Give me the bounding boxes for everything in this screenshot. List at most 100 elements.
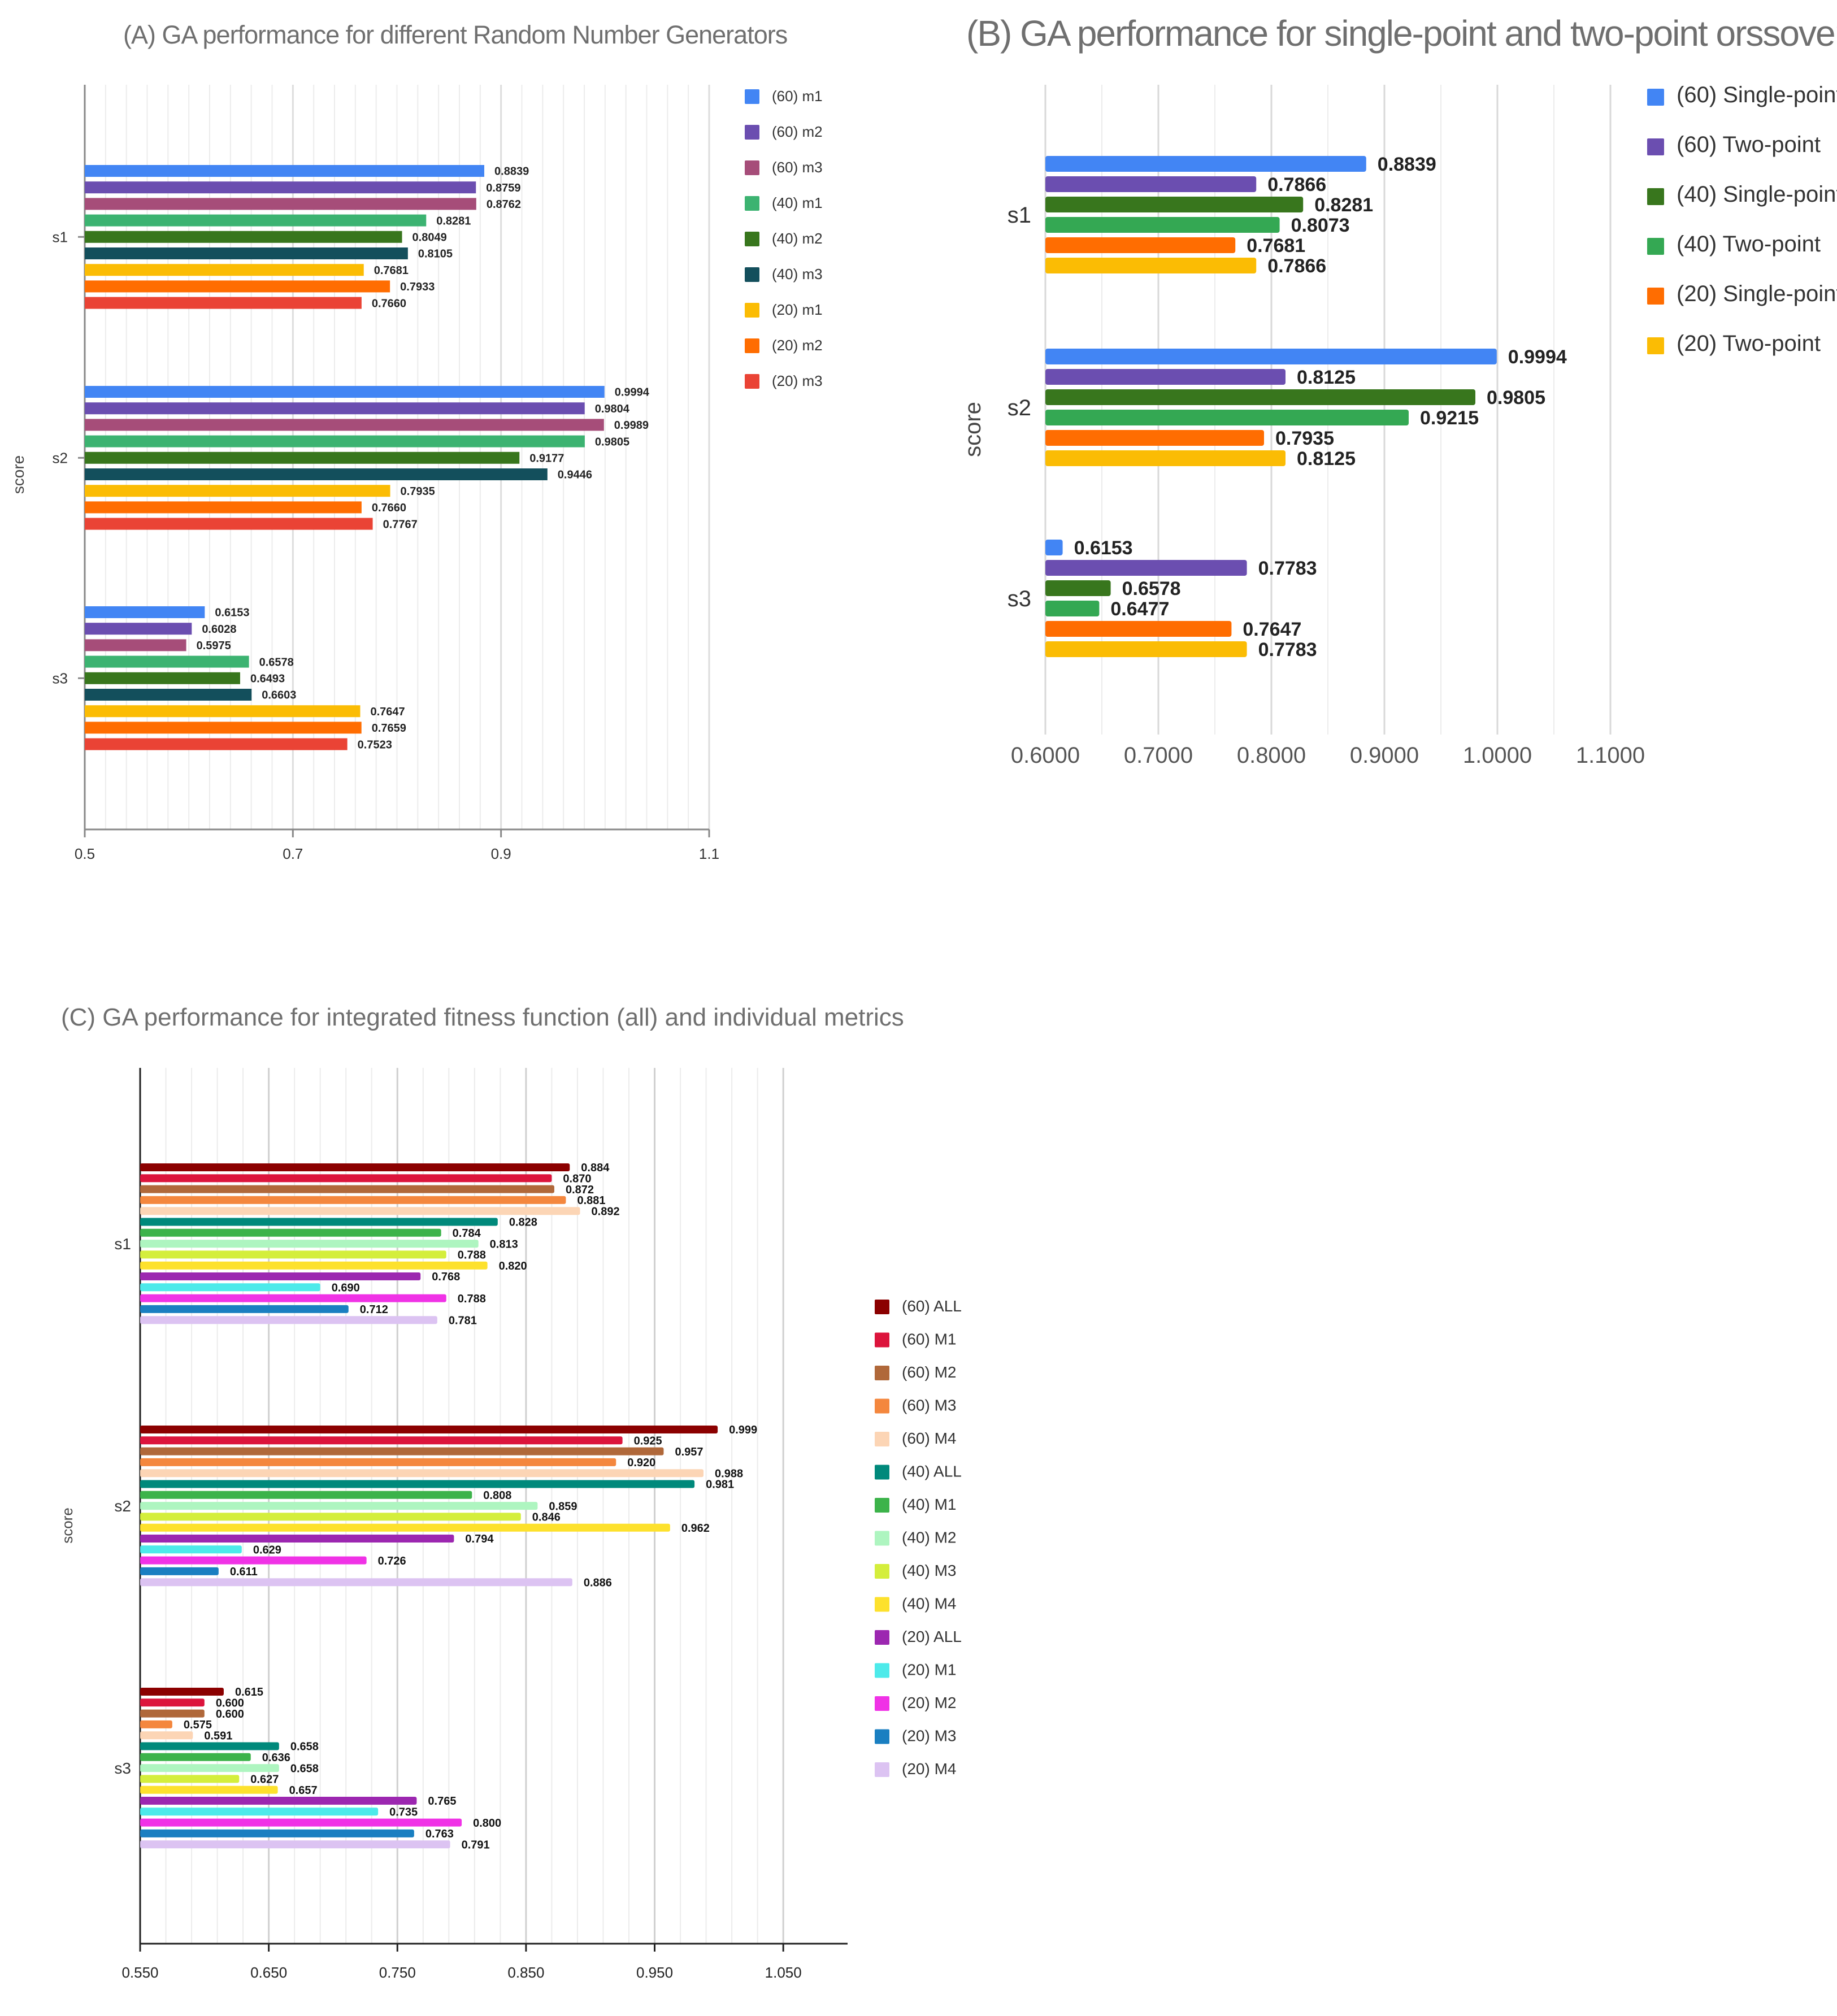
legend-swatch [875,1498,889,1513]
bar [1045,156,1366,172]
x-tick-label: 0.650 [250,1964,287,1981]
bar-value-label: 0.8762 [487,198,521,211]
bar [140,1556,367,1565]
bar [140,1294,446,1302]
bar-value-label: 0.629 [253,1544,281,1557]
bar [140,1502,538,1510]
bar-value-label: 0.9446 [558,469,592,481]
bar [85,280,390,293]
x-tick-label: 0.950 [636,1964,673,1981]
bar-value-label: 0.600 [216,1697,244,1710]
legend-swatch [875,1465,889,1480]
bar-value-label: 0.9805 [1487,387,1545,409]
x-tick-label: 0.850 [507,1964,544,1981]
bar-value-label: 0.7935 [401,485,435,498]
bar [140,1272,421,1280]
legend-swatch [875,1696,889,1711]
bar-value-label: 0.6153 [1074,537,1133,559]
bar [140,1458,616,1466]
legend-label: (40) M3 [902,1562,956,1579]
legend-swatch [875,1432,889,1446]
bar [1045,621,1232,637]
bar [140,1491,472,1499]
bar [85,468,548,480]
bar-value-label: 0.920 [627,1457,655,1469]
bar-value-label: 0.788 [458,1293,486,1305]
legend-label: (60) m1 [772,88,823,105]
bar [140,1447,664,1455]
bar [140,1840,450,1849]
bar [140,1316,437,1324]
legend-label: (60) m2 [772,123,823,140]
bar-value-label: 0.7935 [1275,428,1334,449]
bar-value-label: 0.8125 [1297,448,1356,470]
bar-value-label: 0.781 [449,1314,477,1327]
legend-label: (60) M1 [902,1330,956,1348]
legend-swatch [875,1597,889,1612]
bar [85,606,205,618]
bar [140,1535,454,1543]
bar [140,1808,379,1816]
legend-label: (60) Single-point [1677,82,1837,107]
bar [140,1469,704,1478]
bar [1045,258,1257,273]
x-tick-label: 0.8000 [1237,743,1306,768]
y-axis-title: score [961,402,985,457]
bar [85,419,604,431]
y-category-label: s2 [53,449,68,466]
legend-label: (20) M1 [902,1661,956,1678]
legend-swatch [875,1564,889,1579]
bar-value-label: 0.800 [473,1817,501,1830]
legend-label: (60) Two-point [1677,132,1821,157]
bar-value-label: 0.627 [250,1774,279,1786]
bar [1045,540,1063,555]
y-category-label: s3 [1007,586,1031,611]
legend-label: (60) M4 [902,1430,956,1447]
y-category-label: s3 [53,670,68,687]
bar [140,1228,441,1237]
legend-swatch [745,125,759,140]
bar-value-label: 0.8105 [418,248,453,260]
bar-value-label: 0.7681 [1247,235,1305,257]
bar-value-label: 0.636 [262,1752,290,1764]
bar-value-label: 0.820 [499,1260,527,1272]
legend-swatch [1647,188,1664,205]
bar-value-label: 0.846 [532,1511,561,1524]
bar [140,1567,219,1575]
legend-label: (60) M2 [902,1363,956,1381]
bar-value-label: 0.808 [483,1489,511,1502]
bar [85,518,373,530]
legend-swatch [745,374,759,389]
chart-panel-c: (C) GA performance for integrated fitnes… [0,961,1074,2016]
legend-swatch [1647,138,1664,155]
bar-value-label: 0.6578 [259,656,294,668]
chart-panel-b: (B) GA performance for single-point and … [927,0,1837,904]
bar-value-label: 0.981 [706,1479,734,1491]
bar-value-label: 0.957 [675,1446,703,1458]
legend-label: (60) m3 [772,159,823,176]
bar [140,1742,279,1750]
legend-label: (40) m3 [772,266,823,283]
bar [85,672,240,684]
bar-value-label: 0.9805 [595,436,629,448]
bar [140,1513,521,1521]
bar-value-label: 0.7660 [372,297,406,310]
y-category-label: s2 [114,1497,131,1515]
bar-value-label: 0.7523 [358,738,392,751]
legend-swatch [875,1531,889,1546]
legend-swatch [875,1300,889,1314]
bar [140,1163,570,1171]
bar-value-label: 0.8049 [412,232,447,244]
bar [85,297,362,309]
bar [140,1480,695,1488]
x-tick-label: 0.550 [121,1964,158,1981]
bar-value-label: 0.591 [204,1730,232,1742]
bar-value-label: 0.6578 [1122,578,1181,599]
bar-value-label: 0.988 [715,1467,743,1480]
y-axis-title: score [10,455,27,494]
bar-value-label: 0.6493 [250,673,285,685]
bar-value-label: 0.6028 [202,623,236,636]
chart-title-b: (B) GA performance for single-point and … [966,13,1837,54]
legend-label: (40) m2 [772,230,823,247]
bar-value-label: 0.872 [566,1184,594,1196]
